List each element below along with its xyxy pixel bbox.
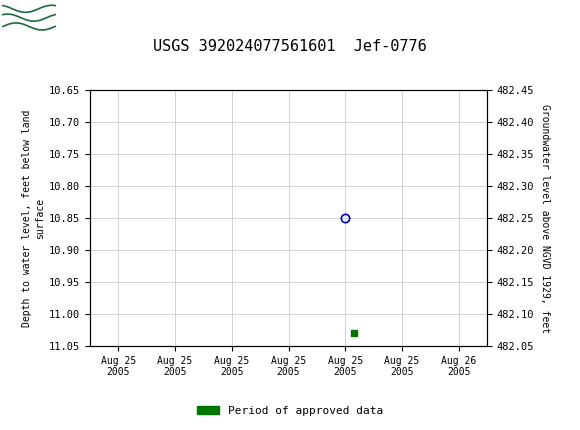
Text: USGS 392024077561601  Jef-0776: USGS 392024077561601 Jef-0776 <box>153 39 427 54</box>
Bar <box>3 3 55 32</box>
Legend: Period of approved data: Period of approved data <box>193 401 387 420</box>
Y-axis label: Groundwater level above NGVD 1929, feet: Groundwater level above NGVD 1929, feet <box>540 104 550 333</box>
Y-axis label: Depth to water level, feet below land
surface: Depth to water level, feet below land su… <box>23 110 45 327</box>
Text: USGS: USGS <box>58 9 98 27</box>
